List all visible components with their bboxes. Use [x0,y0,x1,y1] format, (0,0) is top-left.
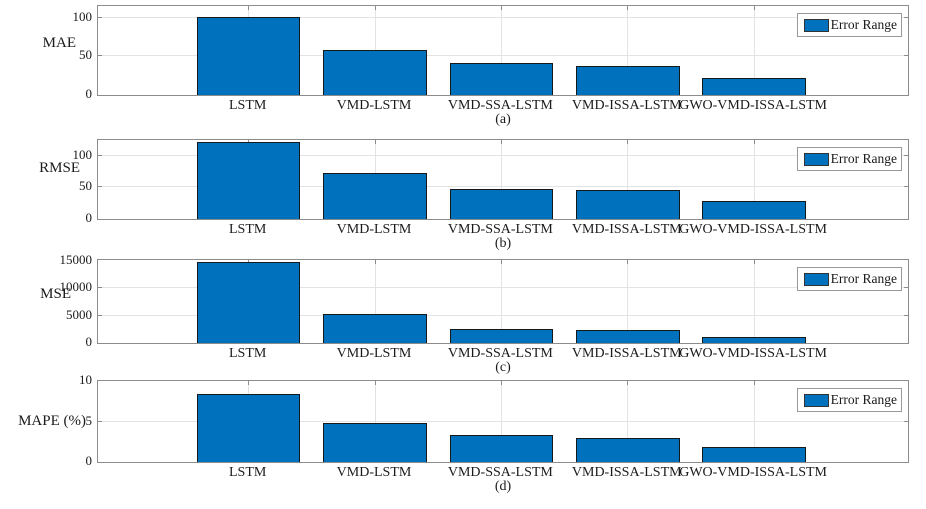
x-tick-label: VMD-LSTM [336,465,412,480]
legend-label: Error Range [830,151,897,166]
x-category-labels: LSTM VMD-LSTM VMD-SSA-LSTM VMD-ISSA-LSTM GWO… [0,222,926,237]
error-bar-gwo-vmd-issa-lstm [702,447,806,462]
error-bar-vmd-lstm [323,423,427,462]
legend-label: Error Range [830,17,897,32]
panel-caption-a: (a) [495,112,511,127]
error-bar-gwo-vmd-issa-lstm [702,77,806,95]
x-category-labels: LSTM VMD-LSTM VMD-SSA-LSTM VMD-ISSA-LSTM GWO… [0,98,926,113]
y-tick-label: 100 [72,146,93,162]
y-tick-label: 10000 [59,279,93,295]
legend: Error Range [796,267,902,291]
x-tick-label: VMD-LSTM [336,98,412,113]
legend: Error Range [796,13,902,37]
y-axis-label-mape: MAPE (%) [18,413,86,429]
x-category-labels: LSTM VMD-LSTM VMD-SSA-LSTM VMD-ISSA-LSTM GWO… [0,346,926,361]
x-tick-label: LSTM [228,465,267,480]
y-tick-label: 50 [79,47,92,63]
y-tick-label: 10 [79,372,92,387]
panel-caption-d: (d) [494,479,512,494]
y-tick-label: 0 [85,453,93,468]
error-bar-gwo-vmd-issa-lstm [702,336,806,343]
error-bar-lstm [196,142,301,219]
legend-color-swatch-icon [803,152,829,166]
plot-area-rmse: Error Range [97,139,909,220]
x-tick-label: VMD-ISSA-LSTM [571,98,682,113]
y-tick-label: 5000 [66,306,92,322]
y-axis-label-mae: MAE [42,35,76,51]
error-bar-vmd-lstm [323,172,427,219]
legend-label: Error Range [830,392,897,407]
error-bar-vmd-lstm [323,313,427,343]
x-tick-label: VMD-LSTM [336,222,412,237]
x-tick-label: VMD-LSTM [336,346,412,361]
legend-color-swatch-icon [803,18,829,32]
error-bar-lstm [196,262,301,343]
error-bar-vmd-issa-lstm [575,330,680,343]
x-tick-label: LSTM [228,98,267,113]
legend: Error Range [796,147,902,171]
y-tick-label: 15000 [59,251,93,267]
legend-color-swatch-icon [803,272,829,286]
error-bar-vmd-issa-lstm [575,437,680,462]
x-tick-label: GWO-VMD-ISSA-LSTM [679,98,827,113]
panel-caption-b: (b) [494,236,512,251]
y-tick-label: 0 [85,86,93,101]
legend: Error Range [796,388,902,412]
error-bar-vmd-ssa-lstm [449,328,554,343]
error-bar-vmd-lstm [323,49,427,95]
x-tick-label: VMD-ISSA-LSTM [571,465,682,480]
x-tick-label: GWO-VMD-ISSA-LSTM [679,465,827,480]
x-category-labels: LSTM VMD-LSTM VMD-SSA-LSTM VMD-ISSA-LSTM GWO… [0,465,926,480]
legend-label: Error Range [830,271,897,286]
x-tick-label: VMD-SSA-LSTM [447,465,553,480]
error-bar-lstm [196,394,301,462]
plot-area-mse: Error Range [97,259,909,344]
plot-area-mape: Error Range [97,380,909,463]
x-tick-label: VMD-SSA-LSTM [447,346,553,361]
y-tick-label: 100 [72,8,93,24]
x-tick-label: VMD-ISSA-LSTM [571,222,682,237]
y-axis-label-mse: MSE [40,286,71,302]
x-tick-label: LSTM [228,346,267,361]
x-tick-label: VMD-SSA-LSTM [447,222,553,237]
y-axis-label-rmse: RMSE [39,160,80,176]
error-bar-vmd-ssa-lstm [449,63,554,95]
x-tick-label: VMD-SSA-LSTM [447,98,553,113]
x-tick-label: LSTM [228,222,267,237]
plot-area-mae: Error Range [97,5,909,96]
x-tick-label: VMD-ISSA-LSTM [571,346,682,361]
x-tick-label: GWO-VMD-ISSA-LSTM [679,346,827,361]
error-bar-vmd-issa-lstm [575,190,680,219]
error-bar-lstm [196,17,301,95]
error-bar-gwo-vmd-issa-lstm [702,201,806,219]
x-tick-label: GWO-VMD-ISSA-LSTM [679,222,827,237]
legend-color-swatch-icon [803,393,829,407]
y-tick-label: 50 [79,178,92,194]
error-bar-vmd-ssa-lstm [449,188,554,219]
panel-caption-c: (c) [495,360,511,375]
error-bar-vmd-issa-lstm [575,65,680,95]
error-bar-vmd-ssa-lstm [449,435,554,462]
y-tick-label: 0 [85,334,93,349]
y-tick-label: 5 [85,412,93,428]
y-tick-label: 0 [85,210,93,225]
